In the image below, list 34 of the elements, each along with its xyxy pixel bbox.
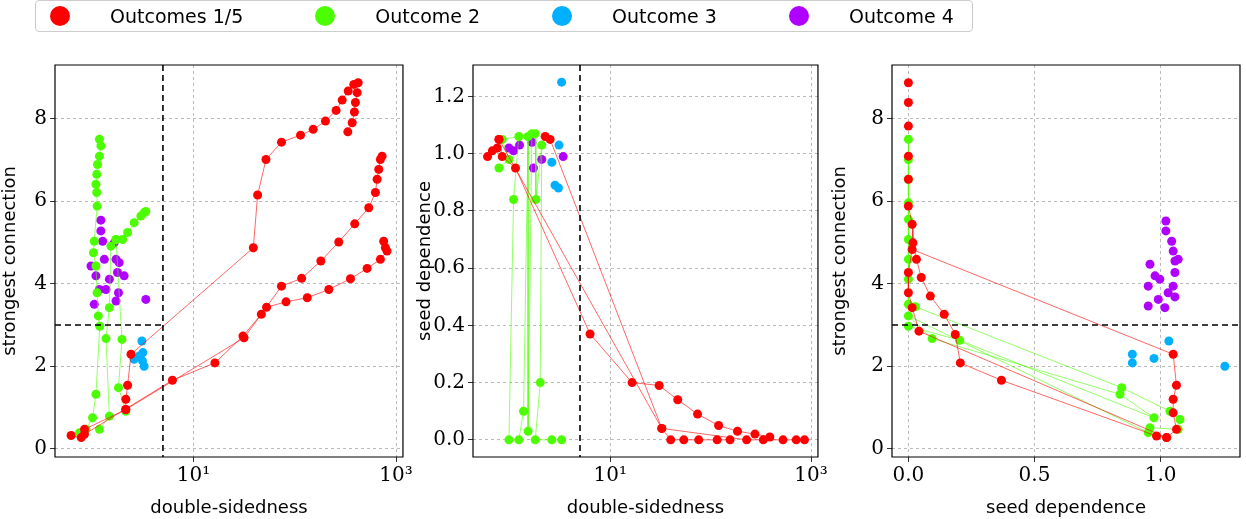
y-tick-label: 0 <box>34 434 47 459</box>
x-tick-label: 0.5 <box>1018 462 1051 487</box>
x-tick-label: 10¹ <box>176 462 211 487</box>
y-axis-title: seed dependence <box>413 181 435 341</box>
y-axis-title: strongest connection <box>828 166 850 356</box>
legend-label: Outcome 2 <box>375 5 481 27</box>
x-tick-label: 10¹ <box>593 462 627 487</box>
y-tick-label: 8 <box>871 104 884 129</box>
y-tick-label: 1.2 <box>433 82 465 107</box>
x-tick-label: 10³ <box>794 462 828 487</box>
x-axis-title: seed dependence <box>986 495 1146 517</box>
y-tick-label: 0.0 <box>433 426 465 451</box>
y-tick-label: 4 <box>871 269 884 294</box>
x-axis-title: double-sidedness <box>150 495 308 517</box>
y-tick-label: 1.0 <box>433 139 465 164</box>
y-tick-label: 0.4 <box>433 311 465 336</box>
y-tick-label: 2 <box>34 352 47 377</box>
y-tick-label: 0 <box>871 434 884 459</box>
x-tick-label: 10³ <box>379 462 413 487</box>
legend-label: Outcome 3 <box>612 5 717 27</box>
x-tick-label: 0.0 <box>892 462 925 487</box>
y-tick-label: 6 <box>871 187 884 212</box>
y-tick-label: 8 <box>34 104 47 129</box>
y-tick-label: 6 <box>34 187 47 212</box>
x-axis-title: double-sidedness <box>566 495 725 517</box>
y-axis-title: strongest connection <box>0 166 20 356</box>
legend-label: Outcomes 1/5 <box>110 5 244 27</box>
y-tick-label: 0.8 <box>433 197 465 222</box>
y-tick-label: 4 <box>34 269 47 294</box>
legend-label: Outcome 4 <box>848 5 954 27</box>
y-tick-label: 0.2 <box>433 368 465 393</box>
y-tick-label: 0.6 <box>433 254 465 279</box>
y-tick-label: 2 <box>871 352 884 377</box>
x-tick-label: 1.0 <box>1144 462 1177 487</box>
